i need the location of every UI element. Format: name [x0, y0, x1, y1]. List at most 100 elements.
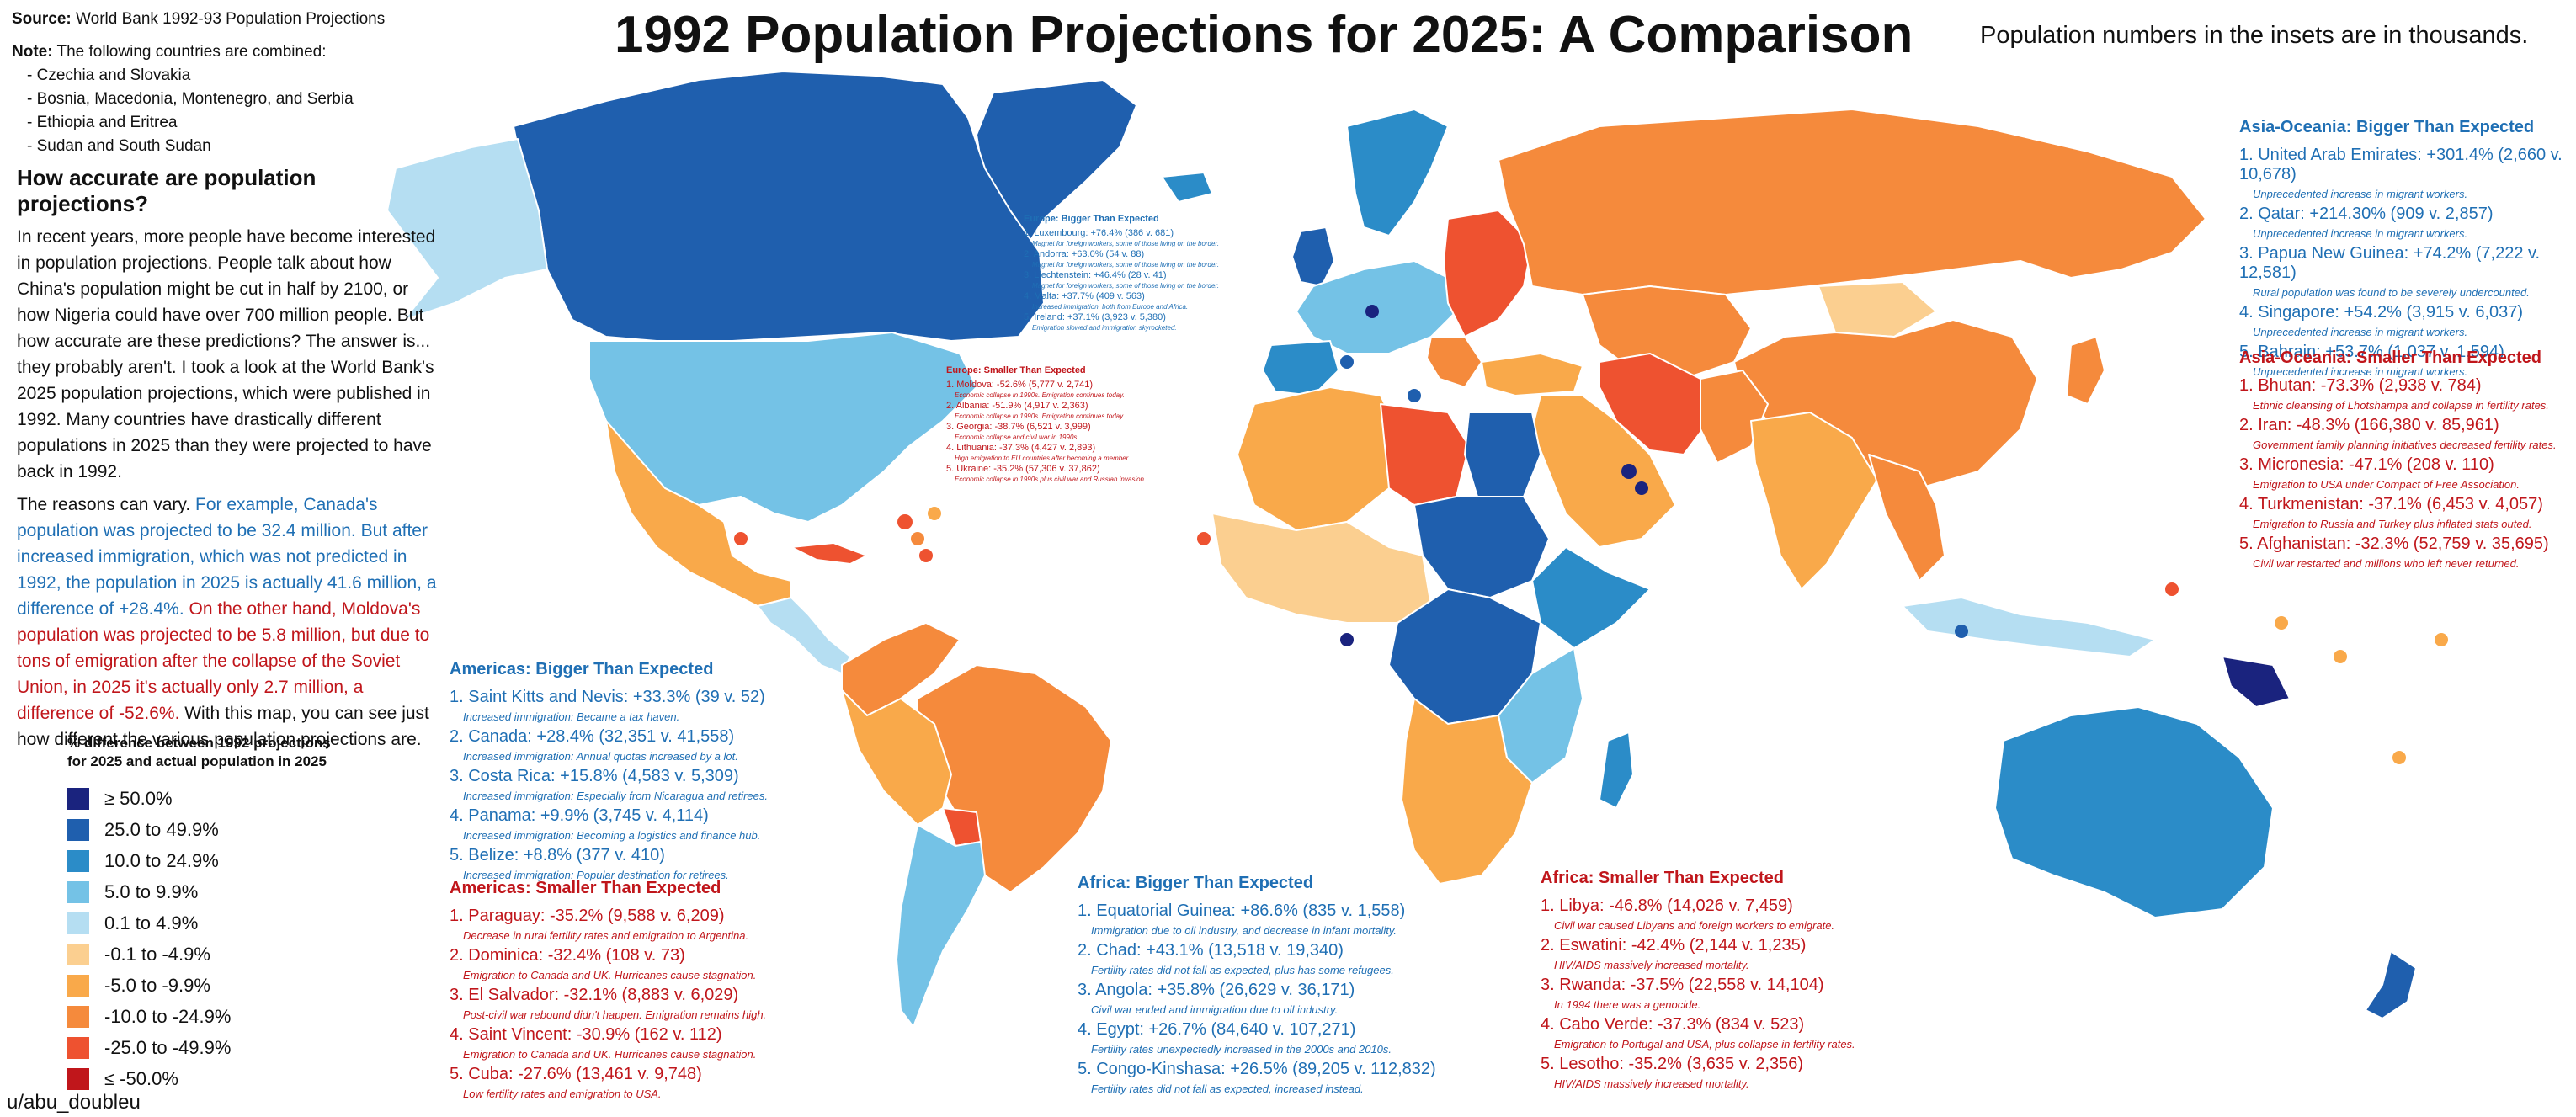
inset-entry-text: 5. Afghanistan: -32.3% (52,759 v. 35,695…	[2239, 535, 2549, 553]
region-uk-ireland	[1291, 226, 1335, 287]
inset-entry-note: Government family planning initiatives d…	[2253, 439, 2557, 451]
legend-label: 10.0 to 24.9%	[104, 849, 219, 871]
inset-entry: 5. Ukraine: -35.2% (57,306 v. 37,862) Eco…	[946, 464, 1146, 483]
inset-entry: 3. El Salvador: -32.1% (8,883 v. 6,029) P…	[450, 986, 766, 1021]
inset-list: 1. Bhutan: -73.3% (2,938 v. 784) Ethnic c…	[2239, 376, 2557, 570]
intro-block: How accurate are population projections?…	[17, 165, 438, 759]
inset-entry-text: 4. Lithuania: -37.3% (4,427 v. 2,893)	[946, 443, 1096, 453]
note-label: Note:	[12, 43, 53, 61]
inset-entry-text: 4. Saint Vincent: -30.9% (162 v. 112)	[450, 1025, 722, 1044]
inset-entry: 2. Andorra: +63.0% (54 v. 88) Magnet for …	[1024, 249, 1219, 269]
inset-entry-text: 1. Moldova: -52.6% (5,777 v. 2,741)	[946, 380, 1094, 390]
inset-list: 1. Paraguay: -35.2% (9,588 v. 6,209) Decr…	[450, 907, 766, 1100]
inset-entry: 4. Cabo Verde: -37.3% (834 v. 523) Emigra…	[1541, 1015, 1855, 1051]
note-item: Czechia and Slovakia	[27, 64, 354, 88]
inset-entry-text: 5. Ukraine: -35.2% (57,306 v. 37,862)	[946, 464, 1100, 474]
intro-paragraph-1: In recent years, more people have become…	[17, 227, 436, 481]
legend-row: 10.0 to 24.9%	[67, 845, 331, 876]
legend-label: ≥ 50.0%	[104, 787, 173, 809]
inset-list: 1. Equatorial Guinea: +86.6% (835 v. 1,5…	[1078, 902, 1436, 1095]
inset-entry-note: Economic collapse and civil war in 1990s…	[955, 434, 1079, 441]
inset-europe-smaller: Europe: Smaller Than Expected 1. Moldova:…	[946, 365, 1146, 485]
inset-entry-text: 3. El Salvador: -32.1% (8,883 v. 6,029)	[450, 986, 739, 1004]
inset-entry: 3. Rwanda: -37.5% (22,558 v. 14,104) In 1…	[1541, 976, 1855, 1011]
inset-entry: 1. Moldova: -52.6% (5,777 v. 2,741) Econo…	[946, 380, 1146, 399]
legend-swatch	[67, 912, 89, 934]
legend-swatch	[67, 943, 89, 965]
region-scandinavia	[1346, 109, 1449, 237]
inset-entry-text: 2. Eswatini: -42.4% (2,144 v. 1,235)	[1541, 936, 1807, 955]
inset-entry-note: Emigration to Portugal and USA, plus col…	[1554, 1038, 1855, 1051]
author-credit: u/abu_doubleu	[7, 1091, 141, 1114]
inset-entry: 5. Congo-Kinshasa: +26.5% (89,205 v. 112…	[1078, 1060, 1436, 1095]
legend-swatch	[67, 880, 89, 903]
inset-entry: 2. Chad: +43.1% (13,518 v. 19,340) Fertil…	[1078, 941, 1436, 976]
inset-americas-smaller: Americas: Smaller Than Expected 1. Paragu…	[450, 879, 766, 1104]
region-madagascar	[1599, 731, 1634, 809]
inset-entry-text: 2. Andorra: +63.0% (54 v. 88)	[1024, 249, 1145, 259]
inset-entry-note: Economic collapse in 1990s. Emigration c…	[955, 391, 1125, 399]
inset-entry-text: 1. Luxembourg: +76.4% (386 v. 681)	[1024, 228, 1174, 238]
inset-asia-bigger: Asia-Oceania: Bigger Than Expected 1. Uni…	[2239, 118, 2576, 382]
legend-title-line: % difference between 1992 projections	[67, 735, 331, 751]
legend-label: 5.0 to 9.9%	[104, 880, 199, 902]
inset-entry-text: 3. Rwanda: -37.5% (22,558 v. 14,104)	[1541, 976, 1824, 994]
legend-row: 5.0 to 9.9%	[67, 876, 331, 907]
legend-label: -0.1 to -4.9%	[104, 943, 210, 965]
intro-p2-close: With this map, you can see just how diff…	[17, 704, 429, 749]
inset-entry-note: Civil war restarted and millions who lef…	[2253, 557, 2520, 570]
dot-caribbean	[919, 549, 933, 562]
inset-entry-note: Unprecedented increase in migrant worker…	[2253, 188, 2468, 200]
dot-caribbean	[897, 514, 913, 529]
inset-americas-bigger: Americas: Bigger Than Expected 1. Saint K…	[450, 660, 768, 886]
inset-entry: 3. Micronesia: -47.1% (208 v. 110) Emigra…	[2239, 455, 2557, 491]
inset-entry-note: Unprecedented increase in migrant worker…	[2253, 227, 2468, 240]
legend-row: ≤ -50.0%	[67, 1063, 331, 1094]
page-title: 1992 Population Projections for 2025: A …	[615, 6, 1913, 64]
region-paraguay	[942, 807, 982, 847]
dot-pacific	[2392, 751, 2406, 764]
inset-entry-note: High emigration to EU countries after be…	[955, 455, 1131, 462]
legend-row: 0.1 to 4.9%	[67, 907, 331, 939]
inset-entry-note: Fertility rates unexpectedly increased i…	[1091, 1043, 1392, 1056]
region-horn-of-africa	[1531, 546, 1651, 649]
dot-pacific	[2435, 633, 2448, 646]
inset-entry-text: 3. Liechtenstein: +46.4% (28 v. 41)	[1024, 270, 1167, 280]
inset-entry: 3. Georgia: -38.7% (6,521 v. 3,999) Econo…	[946, 422, 1146, 441]
inset-entry: 2. Eswatini: -42.4% (2,144 v. 1,235) HIV/…	[1541, 936, 1855, 971]
inset-entry: 2. Albania: -51.9% (4,917 v. 2,363) Econo…	[946, 401, 1146, 420]
source-label: Source:	[12, 10, 72, 28]
inset-entry-text: 1. Bhutan: -73.3% (2,938 v. 784)	[2239, 376, 2482, 395]
legend-label: ≤ -50.0%	[104, 1067, 178, 1089]
region-iceland	[1161, 172, 1213, 203]
inset-entry: 2. Iran: -48.3% (166,380 v. 85,961) Gover…	[2239, 416, 2557, 451]
region-se-asia	[1868, 454, 1945, 582]
legend-label: -5.0 to -9.9%	[104, 974, 210, 996]
inset-entry-note: Increased immigration: Especially from N…	[463, 790, 768, 802]
inset-entry-text: 2. Dominica: -32.4% (108 v. 73)	[450, 946, 685, 965]
inset-title: Asia-Oceania: Bigger Than Expected	[2239, 118, 2535, 136]
inset-entry-text: 4. Malta: +37.7% (409 v. 563)	[1024, 291, 1145, 301]
inset-entry-text: 4. Cabo Verde: -37.3% (834 v. 523)	[1541, 1015, 1805, 1034]
region-india	[1750, 412, 1878, 590]
page-subtitle: Population numbers in the insets are in …	[1980, 22, 2529, 49]
inset-list: 1. Luxembourg: +76.4% (386 v. 681) Magnet…	[1024, 228, 1219, 332]
region-sahel-east	[1413, 496, 1550, 598]
inset-entry-note: Emigration to Russia and Turkey plus inf…	[2253, 518, 2532, 530]
region-arabia	[1531, 395, 1676, 548]
intro-heading: How accurate are population projections?	[17, 165, 317, 216]
dot-caribbean	[911, 532, 924, 545]
legend-title-line: for 2025 and actual population in 2025	[67, 753, 327, 769]
inset-entry-text: 5. Bahrain: +53.7% (1,037 v. 1,594)	[2239, 343, 2504, 361]
dot-caribbean	[928, 507, 941, 520]
inset-entry-text: 5. Ireland: +37.1% (3,923 v. 5,380)	[1024, 312, 1166, 322]
inset-title: Europe: Bigger Than Expected	[1024, 214, 1159, 224]
inset-entry: 4. Turkmenistan: -37.1% (6,453 v. 4,057)…	[2239, 495, 2557, 530]
inset-entry: 5. Bahrain: +53.7% (1,037 v. 1,594) Unpre…	[2239, 343, 2576, 378]
dot-singapore	[1955, 625, 1968, 638]
inset-entry-note: Emigration to Canada and UK. Hurricanes …	[463, 969, 757, 981]
region-central-america	[757, 597, 851, 674]
inset-entry-text: 1. Libya: -46.8% (14,026 v. 7,459)	[1541, 896, 1793, 915]
inset-entry: 1. Equatorial Guinea: +86.6% (835 v. 1,5…	[1078, 902, 1436, 937]
note-list: Czechia and Slovakia Bosnia, Macedonia, …	[12, 64, 354, 158]
